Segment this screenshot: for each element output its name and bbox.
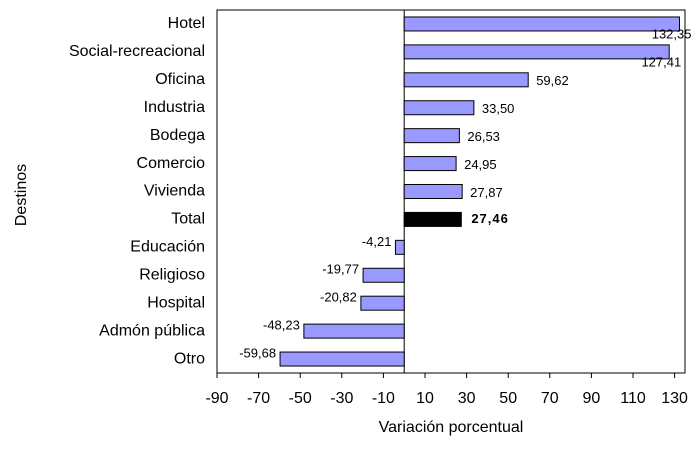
- x-tick-label: 90: [583, 390, 601, 407]
- x-tick-label: 110: [620, 390, 646, 407]
- y-tick-label: Hospital: [147, 294, 205, 311]
- bar: [403, 156, 457, 172]
- bar: [394, 239, 405, 255]
- y-tick-label: Industria: [144, 99, 205, 116]
- bar: [403, 184, 463, 199]
- y-tick-label: Educación: [130, 239, 205, 256]
- y-axis-title: Destinos: [13, 164, 30, 226]
- value-label: 59,62: [536, 73, 569, 88]
- value-label: 26,53: [467, 129, 500, 144]
- x-tick-label: 30: [458, 390, 476, 407]
- value-label: -19,77: [322, 262, 359, 277]
- bar: [303, 323, 405, 339]
- bar: [403, 211, 462, 227]
- bar: [403, 72, 529, 88]
- x-tick-label: -90: [205, 390, 228, 407]
- bar: [403, 16, 680, 32]
- value-label: 24,95: [464, 157, 497, 172]
- x-tick-label: 70: [541, 390, 559, 407]
- value-label: -48,23: [263, 318, 300, 333]
- y-tick-label: Comercio: [137, 155, 206, 172]
- y-tick-label: Otro: [174, 350, 205, 367]
- y-tick-label: Social-recreacional: [69, 43, 205, 60]
- value-label: 27,46: [471, 211, 509, 226]
- y-tick-label: Religioso: [139, 266, 205, 283]
- bar: [279, 351, 405, 367]
- bar: [403, 100, 475, 116]
- value-label: -59,68: [239, 345, 276, 360]
- value-label: -20,82: [320, 290, 357, 305]
- plot-frame: [216, 9, 686, 374]
- x-tick-label: 10: [416, 390, 434, 407]
- x-tick-label: -10: [372, 390, 395, 407]
- y-tick-label: Hotel: [168, 15, 205, 32]
- value-label: -4,21: [362, 234, 392, 249]
- y-tick-label: Total: [171, 211, 205, 228]
- x-tick-label: -50: [289, 390, 312, 407]
- y-tick-label: Bodega: [150, 127, 205, 144]
- x-tick-label: 130: [661, 390, 688, 407]
- bar: [403, 128, 460, 144]
- value-label: 132,35: [652, 26, 692, 41]
- y-tick-label: Oficina: [155, 71, 205, 88]
- x-tick-label: -70: [247, 390, 270, 407]
- x-tick-label: -30: [330, 390, 353, 407]
- bar: [362, 267, 405, 283]
- y-tick-label: Vivienda: [144, 183, 205, 200]
- bar: [403, 44, 670, 60]
- x-axis-title: Variación porcentual: [379, 419, 524, 436]
- value-label: 33,50: [482, 101, 515, 116]
- bar: [360, 295, 405, 311]
- y-tick-label: Admón pública: [99, 322, 205, 339]
- x-tick-label: 50: [499, 390, 517, 407]
- value-label: 127,41: [641, 54, 681, 69]
- value-label: 27,87: [470, 185, 503, 200]
